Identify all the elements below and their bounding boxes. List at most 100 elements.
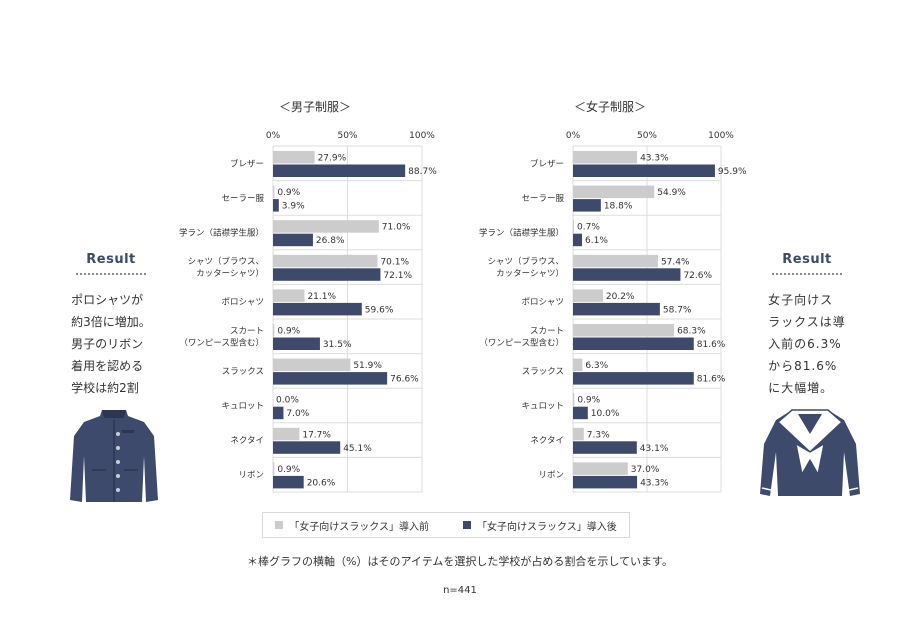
- bar-after: [273, 268, 381, 281]
- chart-legend: 「女子向けスラックス」導入前 「女子向けスラックス」導入後: [262, 512, 630, 538]
- legend-item-before: 「女子向けスラックス」導入前: [275, 518, 429, 533]
- bar-value-label: 51.9%: [353, 361, 382, 371]
- bar-value-label: 26.8%: [316, 236, 345, 246]
- legend-swatch-after: [463, 521, 471, 529]
- bar-after: [273, 441, 341, 454]
- bar-before: [573, 185, 655, 199]
- bar-after: [273, 475, 304, 489]
- category-label: （ワンピース型含む）: [179, 337, 264, 348]
- bar-value-label: 10.0%: [591, 409, 620, 419]
- bar-value-label: 0.9%: [277, 188, 300, 198]
- bar-value-label: 43.3%: [640, 154, 669, 164]
- category-label: ブレザー: [530, 158, 564, 169]
- left-result-text: ポロシャツが 約3倍に増加。 男子のリボン 着用を認める 学校は約2割: [71, 293, 151, 395]
- category-label: リボン: [238, 471, 264, 481]
- bar-value-label: 81.6%: [697, 375, 726, 385]
- bar-after: [573, 372, 694, 385]
- bar-value-label: 17.7%: [302, 430, 331, 440]
- bar-after: [573, 406, 588, 420]
- bar-after: [573, 475, 638, 489]
- bar-after: [273, 233, 313, 247]
- legend-label-before: 「女子向けスラックス」導入前: [289, 521, 429, 533]
- bar-after: [273, 302, 362, 316]
- bar-value-label: 6.1%: [585, 236, 608, 246]
- bar-before: [273, 151, 315, 164]
- bar-value-label: 37.0%: [631, 465, 660, 475]
- bar-value-label: 21.1%: [307, 292, 336, 302]
- bar-value-label: 0.9%: [277, 465, 300, 475]
- bar-before: [573, 254, 658, 268]
- bar-value-label: 58.7%: [663, 305, 692, 315]
- category-label: シャツ（ブラウス、: [487, 256, 564, 267]
- category-label: シャツ（ブラウス、: [187, 256, 264, 267]
- bar-before: [573, 151, 638, 164]
- bar-value-label: 7.0%: [286, 409, 309, 419]
- bar-before: [573, 393, 575, 406]
- bar-value-label: 45.1%: [343, 444, 372, 454]
- bar-value-label: 27.9%: [318, 154, 347, 164]
- category-label: セーラー服: [521, 194, 564, 204]
- bar-after: [573, 302, 660, 316]
- right-result-title: Result: [782, 252, 832, 267]
- bar-value-label: 59.6%: [365, 305, 394, 315]
- x-tick-label: 50%: [637, 131, 657, 141]
- bar-value-label: 57.4%: [661, 257, 690, 267]
- bar-after: [273, 199, 279, 212]
- category-label: スカート: [230, 326, 264, 336]
- bar-value-label: 88.7%: [408, 167, 437, 177]
- bar-before: [573, 427, 584, 441]
- category-label: （ワンピース型含む）: [479, 337, 564, 348]
- bar-before: [573, 289, 603, 302]
- category-label: 学ラン（詰襟学生服）: [479, 228, 564, 239]
- category-label: キュロット: [221, 402, 264, 412]
- bar-value-label: 43.1%: [640, 444, 669, 454]
- bar-value-label: 0.0%: [276, 396, 299, 406]
- bar-value-label: 54.9%: [657, 188, 686, 198]
- category-label: ネクタイ: [530, 436, 564, 446]
- legend-swatch-before: [275, 521, 284, 529]
- bar-value-label: 7.3%: [587, 430, 610, 440]
- bar-value-label: 76.6%: [390, 375, 419, 385]
- bar-value-label: 18.8%: [604, 202, 633, 212]
- bar-after: [273, 337, 320, 350]
- bar-value-label: 43.3%: [640, 478, 669, 488]
- x-tick-label: 100%: [409, 131, 435, 141]
- category-label: リボン: [538, 471, 564, 481]
- sample-size: n=441: [443, 585, 477, 596]
- girls-sailor-uniform-icon: [760, 409, 860, 496]
- bar-after: [573, 164, 715, 177]
- bar-value-label: 0.9%: [577, 396, 600, 406]
- left-result-note: Result ポロシャツが 約3倍に増加。 男子のリボン 着用を認める 学校は約…: [56, 252, 166, 399]
- bar-value-label: 70.1%: [380, 257, 409, 267]
- category-label: カッターシャツ）: [496, 268, 564, 279]
- bar-value-label: 0.9%: [277, 327, 300, 337]
- category-label: スカート: [530, 326, 564, 336]
- bar-after: [273, 406, 284, 420]
- bar-before: [273, 254, 378, 268]
- boys-gakuran-uniform-icon: [70, 410, 158, 502]
- left-result-divider: [76, 271, 146, 275]
- legend-label-after: 「女子向けスラックス」導入後: [477, 521, 617, 533]
- bar-before: [273, 324, 275, 337]
- legend-item-after: 「女子向けスラックス」導入後: [463, 518, 617, 533]
- category-label: 学ラン（詰襟学生服）: [179, 228, 264, 239]
- bar-after: [573, 337, 694, 350]
- bar-before: [573, 220, 575, 233]
- left-result-title: Result: [86, 252, 136, 267]
- bar-value-label: 6.3%: [585, 361, 608, 371]
- bar-after: [573, 441, 637, 454]
- bar-before: [573, 358, 583, 372]
- category-label: カッターシャツ）: [196, 268, 264, 279]
- bar-before: [273, 427, 300, 441]
- right-result-note: Result 女子向けス ラックスは導 入前の6.3% から81.6% に大幅増…: [752, 252, 862, 399]
- bar-after: [573, 233, 583, 247]
- footnote: ＊棒グラフの横軸（%）はそのアイテムを選択した学校が占める割合を示しています。: [247, 555, 673, 568]
- right-result-text: 女子向けス ラックスは導 入前の6.3% から81.6% に大幅増。: [768, 293, 846, 395]
- bar-value-label: 20.2%: [606, 292, 635, 302]
- bar-after: [573, 268, 681, 281]
- bar-value-label: 31.5%: [323, 340, 352, 350]
- chart-title: ＜男子制服＞: [279, 100, 351, 114]
- bar-value-label: 20.6%: [307, 478, 336, 488]
- category-label: スラックス: [522, 367, 564, 377]
